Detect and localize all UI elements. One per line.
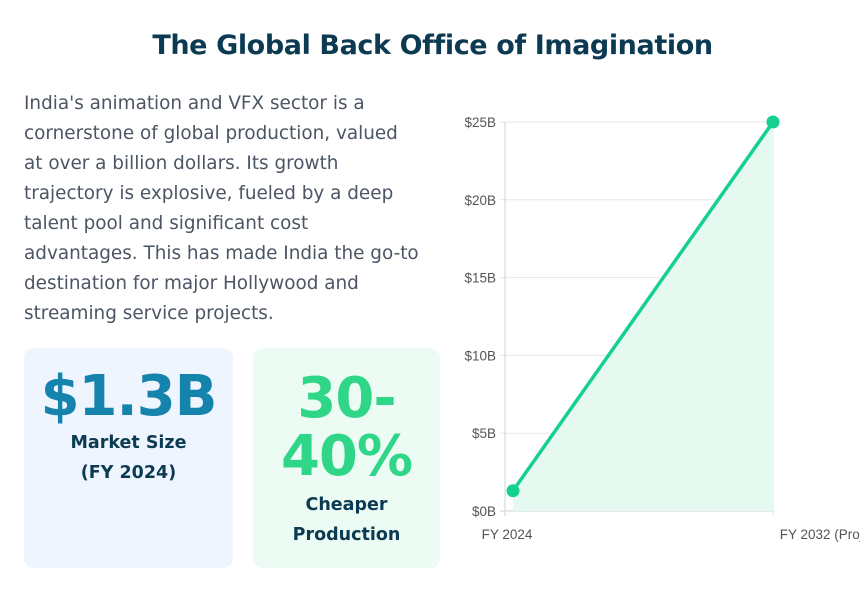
series-area: [513, 122, 773, 511]
market-size-value: $1.3B: [40, 364, 218, 429]
data-point-1: [506, 484, 520, 498]
y-tick-label: $0B: [472, 504, 496, 519]
x-tick-label: FY 2032 (Projected): [780, 527, 860, 542]
x-tick-label: FY 2024: [482, 527, 533, 542]
y-tick-label: $20B: [464, 193, 496, 208]
data-point-2: [766, 115, 780, 129]
cost-advantage-label: Cheaper Production: [292, 495, 401, 545]
market-size-card: $1.3B Market Size (FY 2024): [24, 348, 233, 568]
y-tick-label: $15B: [464, 271, 496, 286]
y-tick-label: $25B: [464, 115, 496, 130]
market-size-label: Market Size (FY 2024): [70, 433, 187, 483]
cost-advantage-value: 30-40%: [280, 366, 413, 489]
cost-advantage-card: 30-40% Cheaper Production: [253, 348, 440, 568]
series-line: [511, 120, 775, 493]
y-tick-label: $5B: [472, 426, 496, 441]
intro-paragraph: India's animation and VFX sector is a co…: [24, 93, 419, 324]
market-growth-chart: $0B $5B $10B $15B $20B $25B FY 2024 FY 2032 (Pr…: [464, 115, 860, 542]
page-title: The Global Back Office of Imagination: [152, 30, 713, 61]
y-tick-label: $10B: [464, 348, 496, 363]
